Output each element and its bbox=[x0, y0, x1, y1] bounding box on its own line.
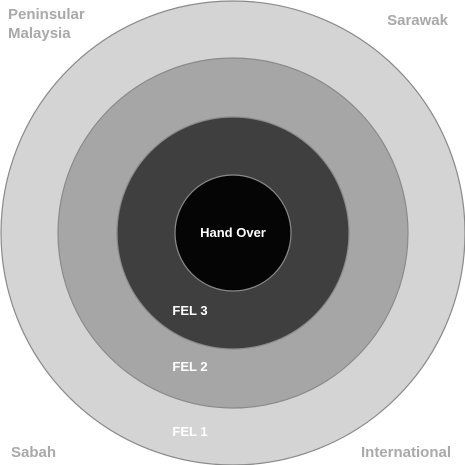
region-label-line-2: Malaysia bbox=[8, 25, 71, 42]
ring-label-fel3: FEL 3 bbox=[172, 303, 207, 318]
center-hand-over bbox=[174, 174, 292, 292]
ring-label-fel1: FEL 1 bbox=[172, 424, 207, 439]
region-label-sarawak: Sarawak bbox=[387, 12, 448, 29]
ring-label-fel2: FEL 2 bbox=[172, 359, 207, 374]
center-label: Hand Over bbox=[200, 225, 266, 240]
region-label-sabah: Sabah bbox=[11, 444, 57, 461]
region-label-line-1: Peninsular bbox=[8, 6, 85, 23]
region-label-peninsular-malaysia: Peninsular Malaysia bbox=[8, 5, 85, 43]
region-label-international: International bbox=[360, 444, 451, 461]
